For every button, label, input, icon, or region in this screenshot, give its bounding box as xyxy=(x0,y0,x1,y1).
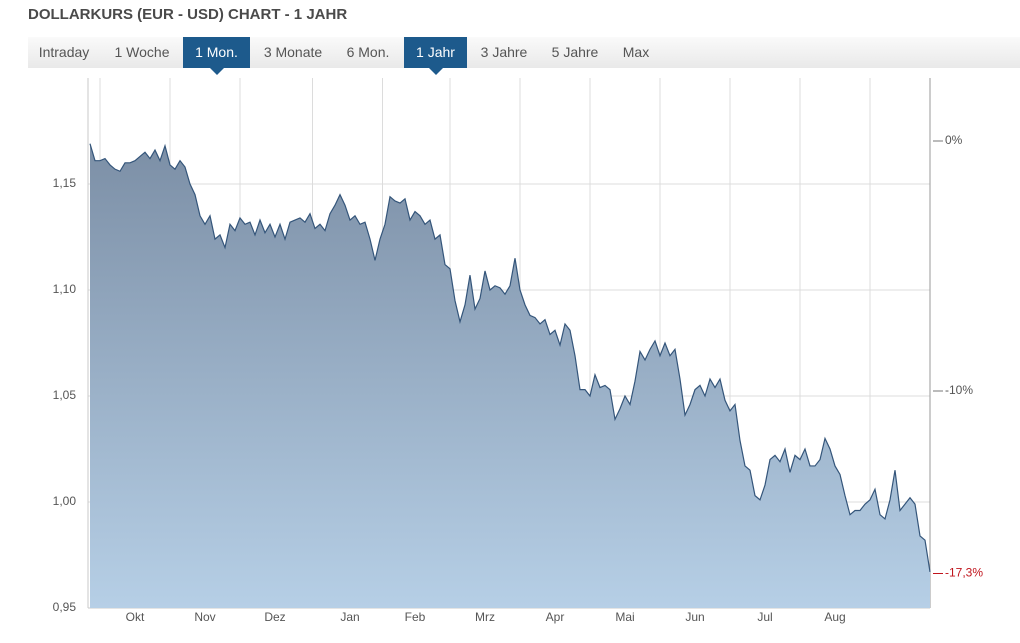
area-fill xyxy=(90,143,930,608)
range-tab[interactable]: 1 Mon. xyxy=(183,37,250,75)
x-tick-label: Mrz xyxy=(475,610,495,624)
x-tick-label: Jan xyxy=(340,610,359,624)
y2-tick-label: -10% xyxy=(945,383,973,397)
range-tab[interactable]: 3 Jahre xyxy=(480,44,528,60)
chart-title: DOLLARKURS (EUR - USD) CHART - 1 JAHR xyxy=(28,6,348,23)
range-tab[interactable]: Intraday xyxy=(38,44,90,60)
y-tick-label: 0,95 xyxy=(53,600,77,614)
range-tab[interactable]: 6 Mon. xyxy=(346,44,390,60)
x-tick-label: Apr xyxy=(546,610,565,624)
x-tick-label: Dez xyxy=(264,610,285,624)
x-tick-label: Aug xyxy=(824,610,845,624)
range-tab[interactable]: 5 Jahre xyxy=(551,44,599,60)
tab-bar: Intraday 1 Woche 1 Mon. 3 Monate 6 Mon. 1 Jah… xyxy=(28,37,1020,75)
y-tick-label: 1,10 xyxy=(53,282,77,296)
range-tab[interactable]: 1 Woche xyxy=(114,44,170,60)
x-tick-label: Nov xyxy=(194,610,215,624)
range-tab[interactable]: 1 Jahr xyxy=(404,37,467,75)
y-tick-label: 1,00 xyxy=(53,494,77,508)
range-tab[interactable]: 3 Monate xyxy=(263,44,323,60)
x-tick-label: Jul xyxy=(757,610,772,624)
y2-tick-label: 0% xyxy=(945,133,963,147)
y-tick-label: 1,15 xyxy=(53,176,77,190)
x-tick-label: Jun xyxy=(685,610,704,624)
x-tick-label: Feb xyxy=(405,610,426,624)
range-tab[interactable]: Max xyxy=(622,44,650,60)
x-tick-label: Mai xyxy=(615,610,634,624)
y-tick-label: 1,05 xyxy=(53,388,77,402)
price-line xyxy=(89,143,931,573)
change-label: -17,3% xyxy=(945,566,983,580)
x-tick-label: Okt xyxy=(126,610,145,624)
